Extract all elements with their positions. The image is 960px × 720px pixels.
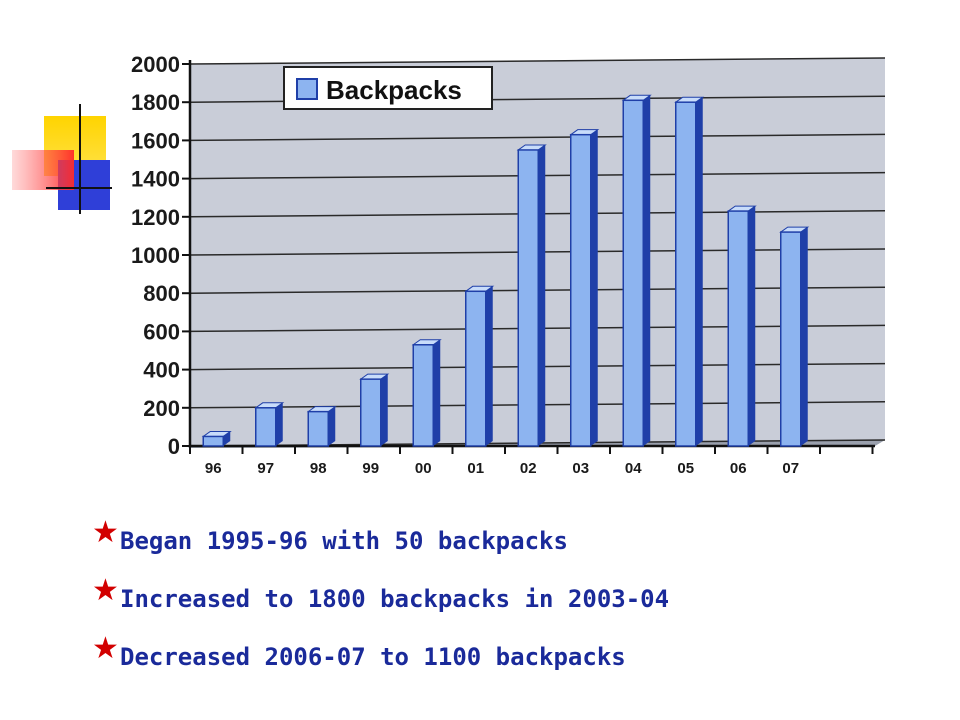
y-tick-label: 400 [143, 358, 180, 383]
x-tick-label: 98 [310, 460, 327, 477]
bullet-item: ★ Began 1995-96 with 50 backpacks [92, 512, 912, 570]
bar-side [695, 97, 703, 446]
x-tick-label: 97 [257, 460, 274, 477]
bar [411, 339, 442, 447]
y-axis-ticks: 0 200 400 600 800 1000 1200 1400 1600 1800 2000 [131, 52, 190, 459]
bar-front [412, 344, 434, 447]
bar-front [465, 290, 487, 447]
x-tick-label: 03 [572, 460, 589, 477]
x-axis-ticks: 96 97 98 99 00 01 02 03 04 05 06 07 [189, 446, 874, 477]
bar [674, 96, 705, 447]
bullet-list: ★ Began 1995-96 with 50 backpacks ★ Increa… [92, 512, 912, 686]
y-tick-label: 1600 [131, 128, 180, 153]
bar-front [780, 231, 802, 447]
y-tick-label: 1000 [131, 243, 180, 268]
y-tick-label: 0 [168, 434, 180, 459]
bar-front [255, 407, 277, 447]
x-tick-label: 06 [730, 460, 747, 477]
x-tick-label: 04 [625, 460, 642, 477]
legend-label: Backpacks [326, 75, 462, 105]
bar [201, 430, 232, 447]
bar-front [727, 210, 749, 447]
bar-side [223, 431, 231, 446]
bar-side [433, 339, 441, 446]
bar [516, 144, 547, 447]
bar-front [360, 378, 382, 447]
gridline [189, 133, 886, 142]
bars [201, 94, 810, 447]
bar [359, 373, 390, 447]
x-tick-label: 02 [520, 460, 537, 477]
x-tick-label: 05 [677, 460, 694, 477]
bar-side [538, 144, 546, 446]
bar [306, 406, 337, 447]
legend-box [283, 66, 493, 110]
bar-side [748, 206, 756, 446]
bar-front [307, 410, 329, 447]
bar-front [675, 101, 697, 447]
bar [726, 205, 757, 447]
star-icon: ★ [92, 515, 119, 550]
x-tick-label: 96 [205, 460, 222, 477]
x-tick-label: 07 [782, 460, 799, 477]
y-tick-label: 1400 [131, 167, 180, 192]
bar-front [622, 99, 644, 447]
bar [569, 129, 600, 447]
bar [621, 94, 652, 447]
bullet-text: Increased to 1800 backpacks in 2003-04 [120, 585, 670, 613]
bullet-text: Decreased 2006-07 to 1100 backpacks [120, 643, 626, 671]
x-tick-label: 01 [467, 460, 484, 477]
legend-swatch [296, 78, 318, 100]
star-icon: ★ [92, 573, 119, 608]
bar-front [202, 435, 224, 447]
legend: Backpacks [283, 66, 493, 110]
bar [464, 285, 495, 447]
bar-front [570, 133, 592, 447]
bar-side [643, 95, 651, 446]
bullet-item: ★ Increased to 1800 backpacks in 2003-04 [92, 570, 912, 628]
y-tick-label: 2000 [131, 52, 180, 77]
y-tick-label: 1800 [131, 90, 180, 115]
bar-side [800, 227, 808, 446]
y-tick-label: 1200 [131, 205, 180, 230]
bar [779, 226, 810, 447]
bar-side [380, 374, 388, 446]
x-tick-label: 99 [362, 460, 379, 477]
bar-side [275, 402, 283, 446]
y-tick-label: 600 [143, 319, 180, 344]
y-tick-label: 200 [143, 396, 180, 421]
y-tick-label: 800 [143, 281, 180, 306]
bar-side [485, 286, 493, 446]
bullet-item: ★ Decreased 2006-07 to 1100 backpacks [92, 628, 912, 686]
bar-side [590, 129, 598, 447]
bullet-text: Began 1995-96 with 50 backpacks [120, 527, 568, 555]
bar [254, 402, 285, 447]
gridline [189, 57, 886, 65]
star-icon: ★ [92, 631, 119, 666]
x-tick-label: 00 [415, 460, 432, 477]
bar-side [328, 406, 336, 446]
bar-front [517, 149, 539, 447]
